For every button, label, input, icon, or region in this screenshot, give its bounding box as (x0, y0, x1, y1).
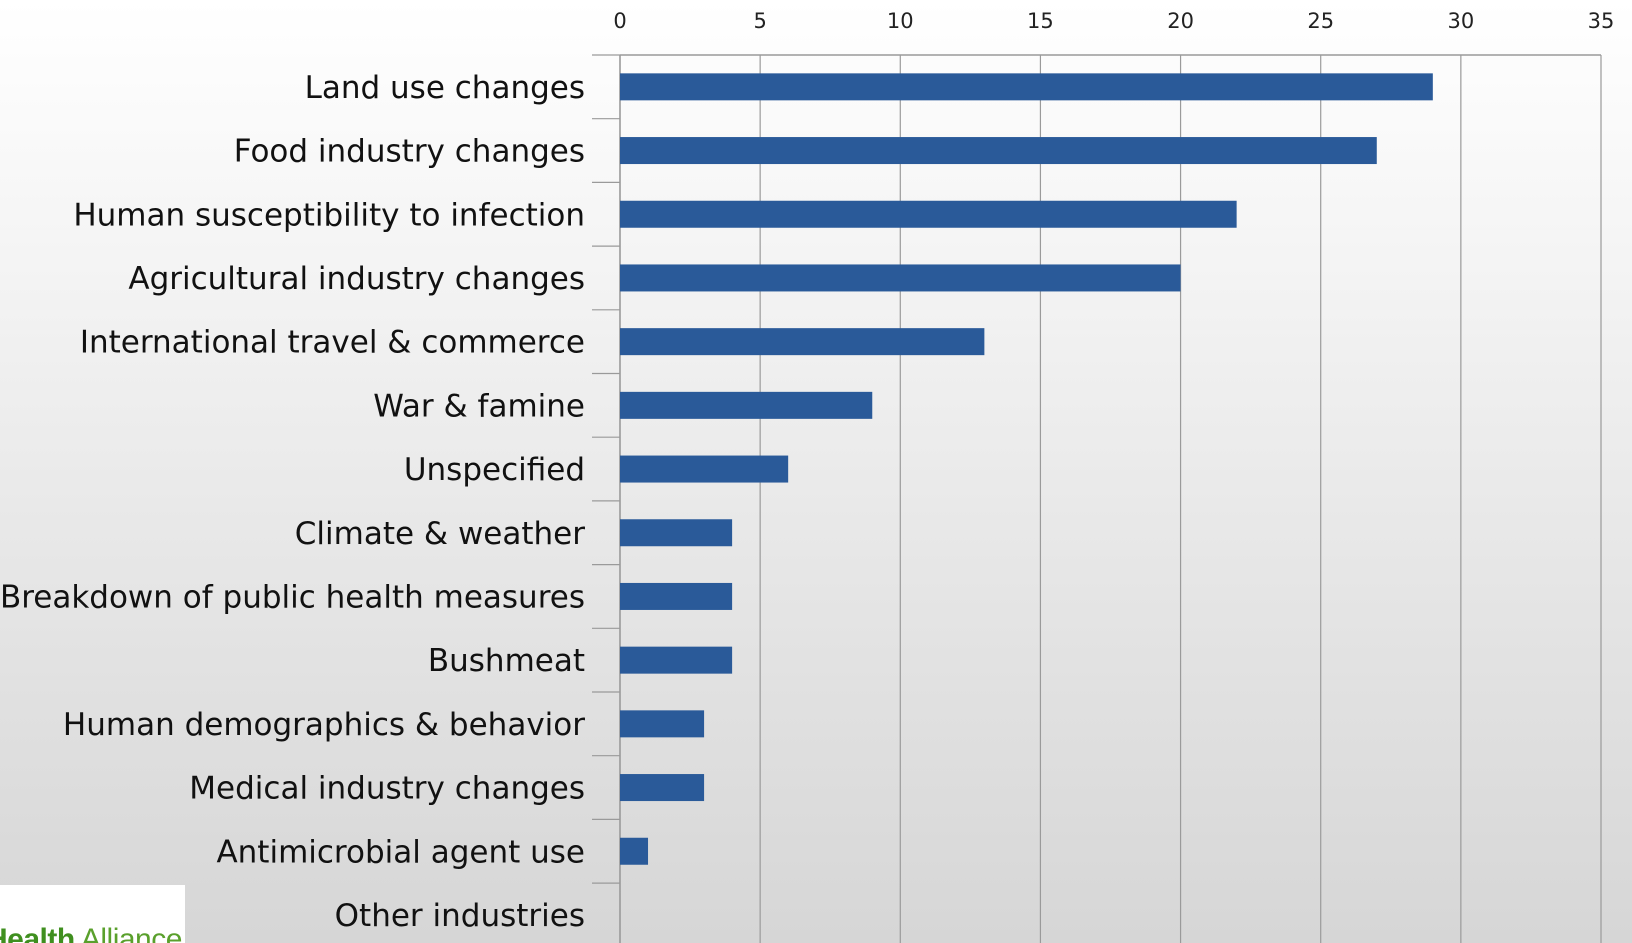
bar (620, 264, 1181, 292)
grid-layer (592, 54, 1602, 943)
category-label: Human susceptibility to infection (73, 197, 585, 233)
x-tick-label: 10 (887, 9, 914, 33)
x-tick-label: 25 (1307, 9, 1334, 33)
bar (620, 774, 705, 802)
bar (620, 710, 705, 738)
category-label: Medical industry changes (189, 771, 585, 807)
bar (620, 73, 1433, 101)
x-tick-label: 20 (1167, 9, 1194, 33)
x-tick-label: 35 (1588, 9, 1615, 33)
bar (620, 328, 985, 356)
x-tick-label: 5 (753, 9, 766, 33)
bar (620, 646, 733, 674)
category-label: Breakdown of public health measures (0, 579, 585, 615)
label-layer: 0 5 10 15 20 25 30 35 Land use changes Food indus… (0, 9, 1614, 934)
category-label: Antimicrobial agent use (216, 834, 585, 870)
category-label: International travel & commerce (80, 325, 585, 361)
bar (620, 137, 1377, 165)
x-tick-label: 30 (1447, 9, 1474, 33)
bar (620, 455, 789, 483)
category-label: Food industry changes (234, 134, 585, 170)
bar (620, 519, 733, 547)
x-tick-label: 0 (613, 9, 626, 33)
category-label: Human demographics & behavior (63, 707, 585, 743)
category-label: War & famine (373, 388, 585, 424)
category-label: Land use changes (305, 70, 585, 106)
bar (620, 582, 733, 610)
bar (620, 391, 873, 419)
category-label: Unspecified (404, 452, 585, 488)
bar-layer (620, 73, 1433, 865)
health-alliance-logo: Health Alliance (0, 885, 185, 943)
bar (620, 837, 649, 865)
category-label: Climate & weather (295, 516, 585, 552)
bar (620, 200, 1237, 228)
category-label: Other industries (335, 898, 585, 934)
x-tick-label: 15 (1027, 9, 1054, 33)
logo-text: Health Alliance (0, 923, 182, 943)
category-label: Bushmeat (428, 643, 585, 679)
category-label: Agricultural industry changes (128, 261, 585, 297)
